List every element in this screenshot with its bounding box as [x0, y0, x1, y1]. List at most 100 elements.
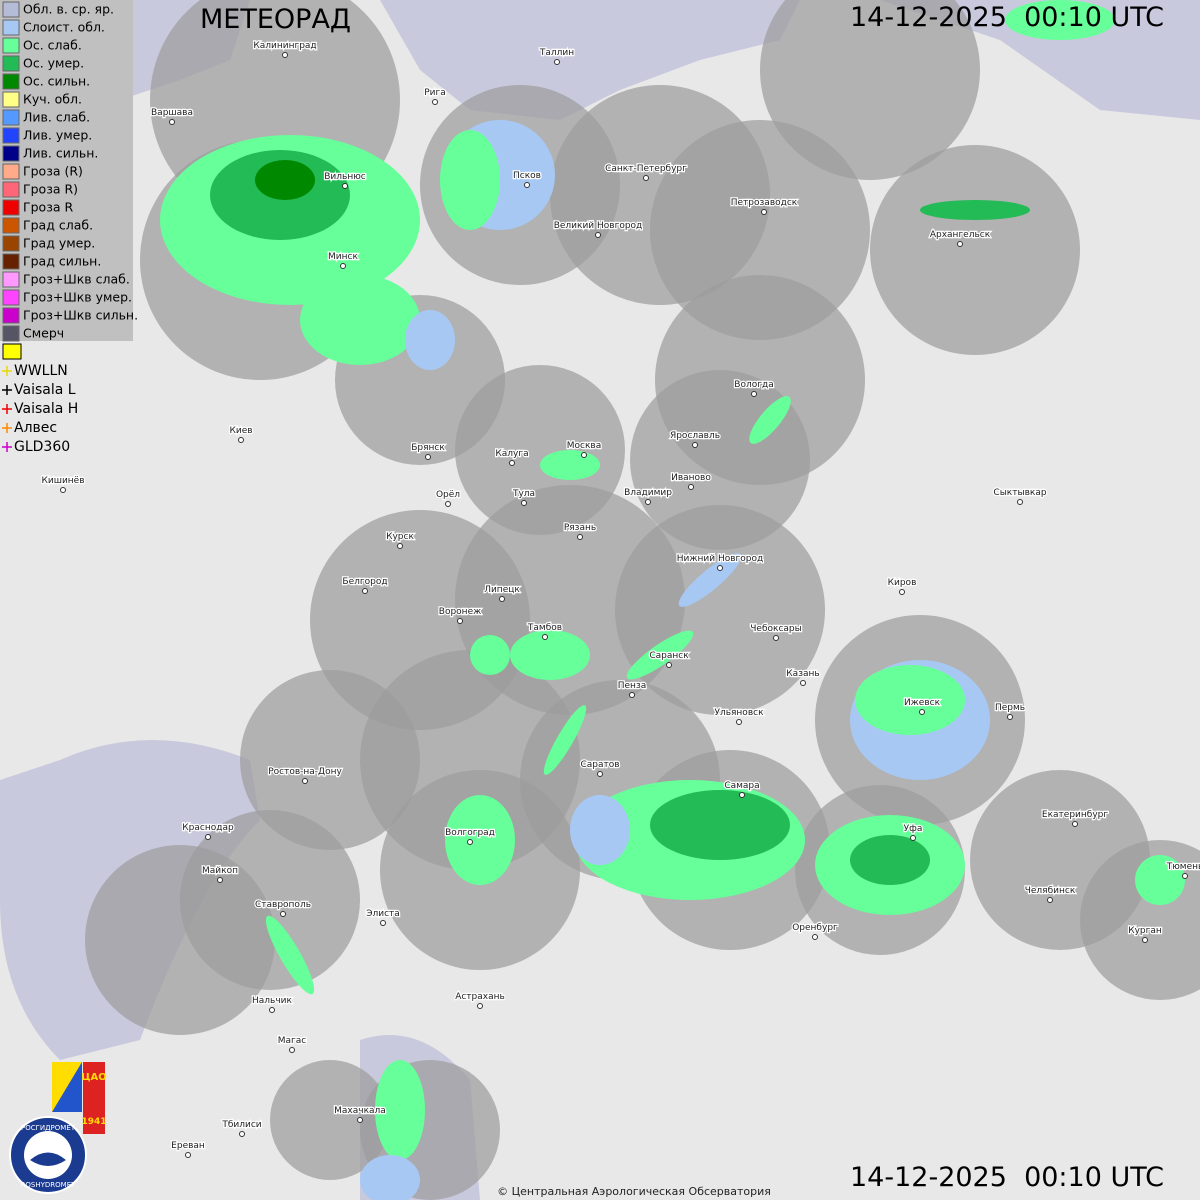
legend-swatch: [2, 55, 20, 72]
city-dot: [239, 1131, 245, 1137]
city-label: Ереван: [171, 1141, 205, 1151]
lightning-symbol: [2, 423, 12, 433]
legend-label: Куч. обл.: [23, 92, 82, 107]
city-label: Махачкала: [334, 1106, 386, 1116]
city-label: Элиста: [366, 909, 400, 919]
city-label: Киев: [229, 426, 252, 436]
city-dot: [342, 183, 348, 189]
city-dot: [577, 534, 583, 540]
city-dot: [666, 662, 672, 668]
legend-label: Гроз+Шкв умер.: [23, 290, 132, 305]
city-label: Пермь: [995, 703, 1025, 713]
city-label: Вологда: [734, 380, 773, 390]
city-label: Ижевск: [904, 698, 941, 708]
city-dot: [1047, 897, 1053, 903]
lightning-label: Vaisala H: [14, 401, 78, 417]
legend-label: Гроз+Шкв сильн.: [23, 308, 138, 323]
legend-label: Лив. сильн.: [23, 146, 98, 161]
city-dot: [751, 391, 757, 397]
city-dot: [457, 618, 463, 624]
radar-circle: [615, 505, 825, 715]
legend-swatch: [2, 109, 20, 126]
city-dot: [60, 487, 66, 493]
city-dot: [736, 719, 742, 725]
lightning-symbol: [2, 442, 12, 452]
city-dot: [739, 792, 745, 798]
city-label: Ульяновск: [714, 708, 764, 718]
lightning-symbol: [2, 404, 12, 414]
city-label: Псков: [513, 171, 541, 181]
city-label: Екатеринбург: [1042, 810, 1108, 820]
city-label: Калининград: [253, 41, 316, 51]
legend-label: Град сильн.: [23, 254, 101, 269]
lightning-label: WWLLN: [14, 363, 68, 379]
city-label: Саратов: [580, 760, 619, 770]
city-dot: [1072, 821, 1078, 827]
legend-swatch: [2, 163, 20, 180]
city-label: Воронеж: [439, 607, 481, 617]
copyright: © Центральная Аэрологическая Обсерватори…: [497, 1185, 771, 1198]
legend-label: Гроза R: [23, 200, 73, 215]
city-dot: [773, 635, 779, 641]
logo-text: 1941: [81, 1117, 106, 1127]
city-dot: [717, 565, 723, 571]
city-dot: [554, 59, 560, 65]
legend-swatch: [2, 181, 20, 198]
legend-label: Гроза (R): [23, 164, 83, 179]
city-dot: [1007, 714, 1013, 720]
precipitation: [160, 0, 1185, 1200]
city-label: Рязань: [564, 523, 596, 533]
city-label: Сыктывкар: [993, 488, 1046, 498]
city-dot: [919, 709, 925, 715]
legend-swatch: [2, 19, 20, 36]
legend-swatch: [2, 307, 20, 324]
logo-text: ЦАО: [81, 1072, 107, 1083]
city-label: Ростов-на-Дону: [268, 767, 342, 777]
lightning-icon: [2, 343, 22, 360]
city-label: Астрахань: [455, 992, 505, 1002]
lightning-label: Vaisala L: [14, 382, 76, 398]
lightning-legend: WWLLN Vaisala L Vaisala H Алвес GLD360: [2, 363, 78, 455]
city-dot: [597, 771, 603, 777]
city-dot: [761, 209, 767, 215]
city-dot: [629, 692, 635, 698]
city-label: Киров: [888, 578, 917, 588]
city-label: Казань: [786, 669, 819, 679]
legend-label: Град умер.: [23, 236, 95, 251]
legend-label: Ос. слаб.: [23, 38, 82, 53]
city-dot: [357, 1117, 363, 1123]
city-label: Брянск: [411, 443, 445, 453]
city-dot: [269, 1007, 275, 1013]
legend-label: Смерч: [23, 326, 64, 341]
city-dot: [425, 454, 431, 460]
city-labels: Калининград Таллин Рига Варшава Вильнюс Псков…: [40, 40, 1200, 1158]
city-label: Владимир: [624, 488, 672, 498]
legend-swatch: [2, 91, 20, 108]
city-dot: [1142, 937, 1148, 943]
city-label: Великий Новгород: [554, 221, 643, 231]
city-dot: [509, 460, 515, 466]
timestamp: 14-12-2025 00:10 UTC: [850, 1162, 1164, 1193]
legend-swatch: [2, 289, 20, 306]
city-label: Тюмень: [1166, 862, 1200, 872]
legend-label: Гроза R): [23, 182, 78, 197]
legend-swatch: [2, 73, 20, 90]
legend-label: Лив. слаб.: [23, 110, 90, 125]
lightning-symbol: [2, 385, 12, 395]
city-label: Ставрополь: [255, 900, 311, 910]
city-label: Курган: [1128, 926, 1162, 936]
city-label: Волгоград: [445, 828, 495, 838]
legend-swatch: [2, 217, 20, 234]
lightning-label: Алвес: [14, 420, 57, 436]
city-dot: [499, 596, 505, 602]
city-dot: [910, 835, 916, 841]
city-label: Петрозаводск: [731, 198, 798, 208]
logo-text: ROSHYDROMET: [21, 1181, 77, 1189]
legend-label: Ос. сильн.: [23, 74, 90, 89]
city-label: Иваново: [671, 473, 711, 483]
city-label: Уфа: [904, 824, 923, 834]
city-label: Нальчик: [252, 996, 293, 1006]
legend-label: Обл. в. ср. яр.: [23, 2, 114, 17]
city-dot: [205, 834, 211, 840]
city-dot: [542, 634, 548, 640]
